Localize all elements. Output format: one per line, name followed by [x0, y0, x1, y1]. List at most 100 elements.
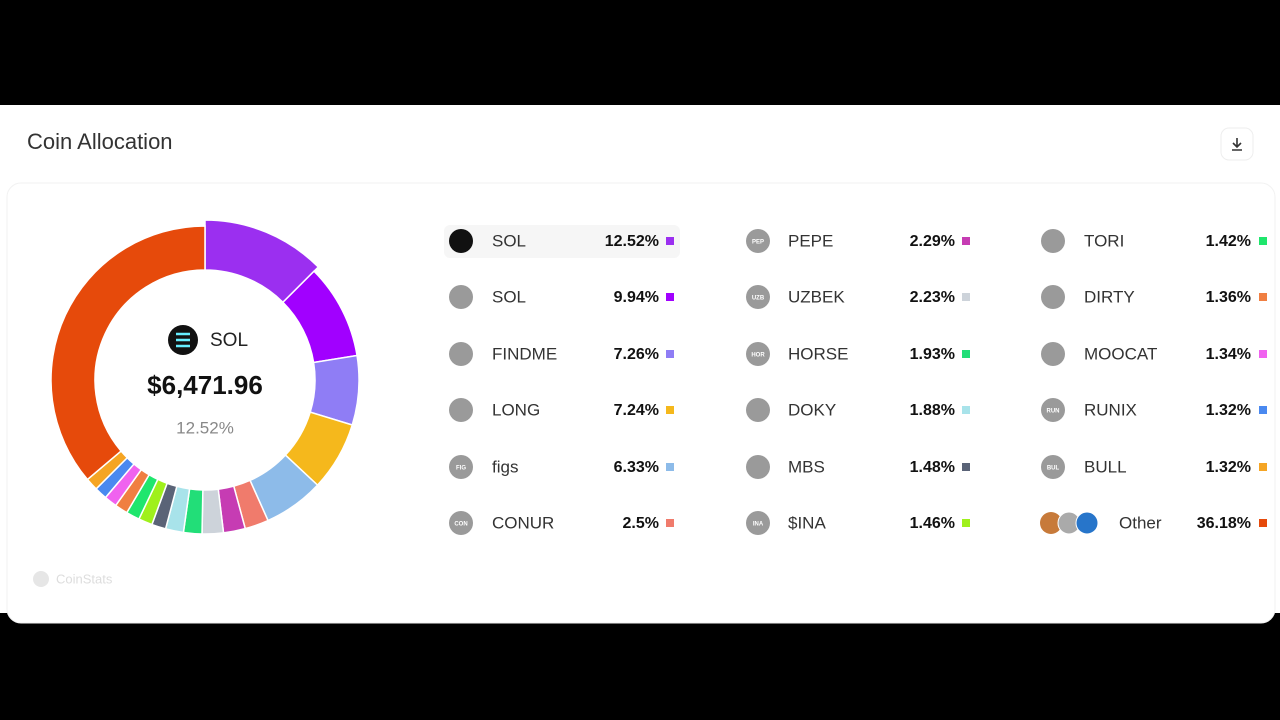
legend-icon [746, 285, 770, 309]
legend-icon [1041, 229, 1065, 253]
legend-item[interactable]: MOOCAT 1.34% [1041, 342, 1267, 366]
legend-name: HORSE [788, 344, 848, 363]
legend-value: 1.32% [1206, 459, 1251, 476]
legend-name: DOKY [788, 400, 836, 419]
legend-icon-text: CON [454, 522, 467, 528]
legend-icon-text: FIG [456, 466, 466, 472]
legend-swatch [666, 519, 674, 527]
legend-value: 1.48% [910, 459, 955, 476]
watermark: CoinStats [33, 571, 113, 587]
legend-item[interactable]: SOL 12.52% [449, 229, 674, 253]
center-icon-mark [176, 332, 190, 348]
legend-icon [449, 229, 473, 253]
legend-swatch [962, 237, 970, 245]
legend-icon-text: INA [753, 522, 764, 528]
legend-item[interactable]: DIRTY 1.36% [1041, 285, 1267, 309]
legend-swatch [1259, 237, 1267, 245]
legend-icon [449, 285, 473, 309]
legend-icon-text: HOR [751, 353, 765, 359]
legend-icon-text: UZB [752, 296, 765, 302]
legend-icon [746, 342, 770, 366]
legend-value: 1.32% [1206, 402, 1251, 419]
legend-icon [1041, 398, 1065, 422]
legend-value: 2.29% [910, 233, 955, 250]
legend-swatch [666, 463, 674, 471]
legend-value: 7.26% [614, 346, 659, 363]
legend-swatch [666, 350, 674, 358]
legend: SOL 12.52% SOL 9.94% FINDME 7.26% LONG 7.24% FIG… [449, 229, 1267, 535]
legend-name: RUNIX [1084, 400, 1137, 419]
legend-item[interactable]: RUN RUNIX 1.32% [1041, 398, 1267, 422]
legend-value: 1.93% [910, 346, 955, 363]
legend-item[interactable]: SOL 9.94% [449, 285, 674, 309]
watermark-icon [33, 571, 49, 587]
legend-item[interactable]: MBS 1.48% [746, 455, 970, 479]
legend-swatch [666, 293, 674, 301]
legend-swatch [1259, 463, 1267, 471]
legend-value: 1.46% [910, 515, 955, 532]
legend-value: 6.33% [614, 459, 659, 476]
legend-item[interactable]: CON CONUR 2.5% [449, 511, 674, 535]
legend-swatch [1259, 406, 1267, 414]
legend-item[interactable]: DOKY 1.88% [746, 398, 970, 422]
legend-icon [746, 511, 770, 535]
slice[interactable] [204, 219, 320, 304]
center-name: SOL [210, 330, 248, 351]
legend-name: TORI [1084, 231, 1124, 250]
legend-value: 1.88% [910, 402, 955, 419]
center-info: SOL $6,471.96 12.52% [147, 325, 263, 437]
legend-value: 2.23% [910, 289, 955, 306]
legend-swatch [962, 406, 970, 414]
legend-swatch [1259, 293, 1267, 301]
legend-name: $INA [788, 513, 826, 532]
legend-icon [1040, 512, 1062, 534]
legend-icon [449, 398, 473, 422]
legend-name: PEPE [788, 231, 833, 250]
legend-name: CONUR [492, 513, 554, 532]
legend-name: MBS [788, 457, 825, 476]
legend-item[interactable]: FINDME 7.26% [449, 342, 674, 366]
center-value: $6,471.96 [147, 370, 263, 400]
legend-swatch [962, 519, 970, 527]
legend-swatch [666, 406, 674, 414]
slice[interactable] [50, 225, 206, 481]
legend-item[interactable]: Other 36.18% [1040, 511, 1267, 535]
legend-item[interactable]: TORI 1.42% [1041, 229, 1267, 253]
legend-swatch [962, 350, 970, 358]
legend-icon-text: RUN [1047, 409, 1060, 415]
legend-value: 7.24% [614, 402, 659, 419]
legend-item[interactable]: HOR HORSE 1.93% [746, 342, 970, 366]
legend-swatch [1259, 350, 1267, 358]
legend-value: 1.42% [1206, 233, 1251, 250]
chart-title: Coin Allocation [27, 129, 173, 154]
legend-icon [1075, 511, 1099, 535]
legend-value: 1.36% [1206, 289, 1251, 306]
legend-icon [449, 455, 473, 479]
legend-name: DIRTY [1084, 287, 1135, 306]
legend-icon [449, 511, 473, 535]
legend-swatch [1259, 519, 1267, 527]
legend-value: 1.34% [1206, 346, 1251, 363]
legend-name: UZBEK [788, 287, 845, 306]
center-percent: 12.52% [176, 418, 234, 437]
legend-value: 2.5% [623, 515, 659, 532]
legend-name: LONG [492, 400, 540, 419]
legend-item[interactable]: BUL BULL 1.32% [1041, 455, 1267, 479]
legend-icon [746, 455, 770, 479]
legend-item[interactable]: PEP PEPE 2.29% [746, 229, 970, 253]
legend-item[interactable]: LONG 7.24% [449, 398, 674, 422]
legend-value: 12.52% [605, 233, 659, 250]
legend-name: MOOCAT [1084, 344, 1157, 363]
watermark-text: CoinStats [56, 571, 113, 586]
legend-icon [746, 229, 770, 253]
legend-swatch [962, 293, 970, 301]
legend-item[interactable]: FIG figs 6.33% [449, 455, 674, 479]
legend-name: SOL [492, 231, 526, 250]
legend-item[interactable]: UZB UZBEK 2.23% [746, 285, 970, 309]
legend-icon [746, 398, 770, 422]
legend-value: 9.94% [614, 289, 659, 306]
download-button[interactable] [1220, 127, 1254, 161]
legend-item[interactable]: INA $INA 1.46% [746, 511, 970, 535]
legend-hover [444, 225, 680, 258]
